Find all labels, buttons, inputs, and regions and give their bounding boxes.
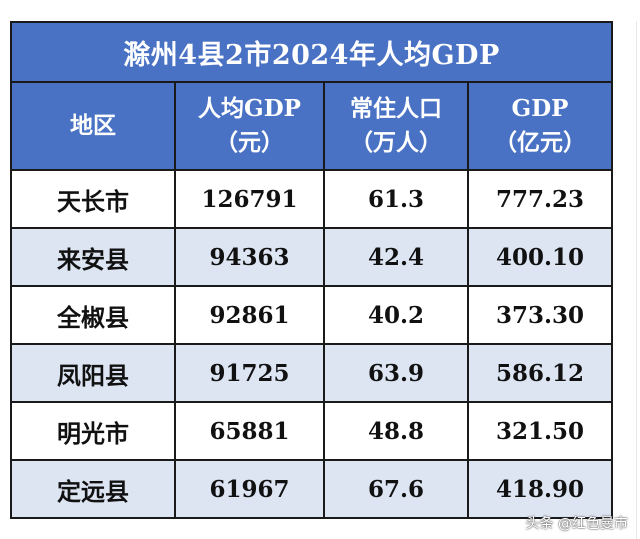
cell-population: 40.2 — [323, 285, 469, 345]
gdp-table: 滁州4县2市2024年人均GDP 地区 人均GDP （元） 常住人口 （万人） … — [10, 21, 613, 519]
cell-population: 67.6 — [323, 459, 469, 519]
table-row: 定远县 61967 67.6 418.90 — [10, 459, 613, 519]
cell-per-capita-gdp: 91725 — [174, 343, 325, 403]
cell-gdp: 586.12 — [467, 343, 613, 403]
cell-population: 63.9 — [323, 343, 469, 403]
header-per-capita-gdp: 人均GDP （元） — [174, 81, 325, 171]
table-row: 全椒县 92861 40.2 373.30 — [10, 285, 613, 345]
cell-per-capita-gdp: 126791 — [174, 169, 325, 229]
cell-per-capita-gdp: 94363 — [174, 227, 325, 287]
header-population: 常住人口 （万人） — [323, 81, 469, 171]
cell-gdp: 321.50 — [467, 401, 613, 461]
spreadsheet: 滁州4县2市2024年人均GDP 地区 人均GDP （元） 常住人口 （万人） … — [10, 21, 640, 539]
watermark: 头条 @红色曼市 — [525, 516, 628, 532]
cell-population: 42.4 — [323, 227, 469, 287]
cell-population: 48.8 — [323, 401, 469, 461]
table-title: 滁州4县2市2024年人均GDP — [10, 21, 613, 83]
table-row: 天长市 126791 61.3 777.23 — [10, 169, 613, 229]
cell-per-capita-gdp: 92861 — [174, 285, 325, 345]
cell-per-capita-gdp: 65881 — [174, 401, 325, 461]
table-row: 凤阳县 91725 63.9 586.12 — [10, 343, 613, 403]
table-row: 明光市 65881 48.8 321.50 — [10, 401, 613, 461]
cell-region: 凤阳县 — [10, 343, 176, 403]
header-gdp: GDP （亿元） — [467, 81, 613, 171]
cell-region: 定远县 — [10, 459, 176, 519]
header-region: 地区 — [10, 81, 176, 171]
cell-gdp: 418.90 — [467, 459, 613, 519]
cell-gdp: 400.10 — [467, 227, 613, 287]
table-row: 来安县 94363 42.4 400.10 — [10, 227, 613, 287]
cell-region: 来安县 — [10, 227, 176, 287]
cell-region: 全椒县 — [10, 285, 176, 345]
cell-gdp: 777.23 — [467, 169, 613, 229]
cell-region: 天长市 — [10, 169, 176, 229]
sheet-gridline — [636, 21, 637, 539]
cell-per-capita-gdp: 61967 — [174, 459, 325, 519]
cell-gdp: 373.30 — [467, 285, 613, 345]
cell-population: 61.3 — [323, 169, 469, 229]
cell-region: 明光市 — [10, 401, 176, 461]
